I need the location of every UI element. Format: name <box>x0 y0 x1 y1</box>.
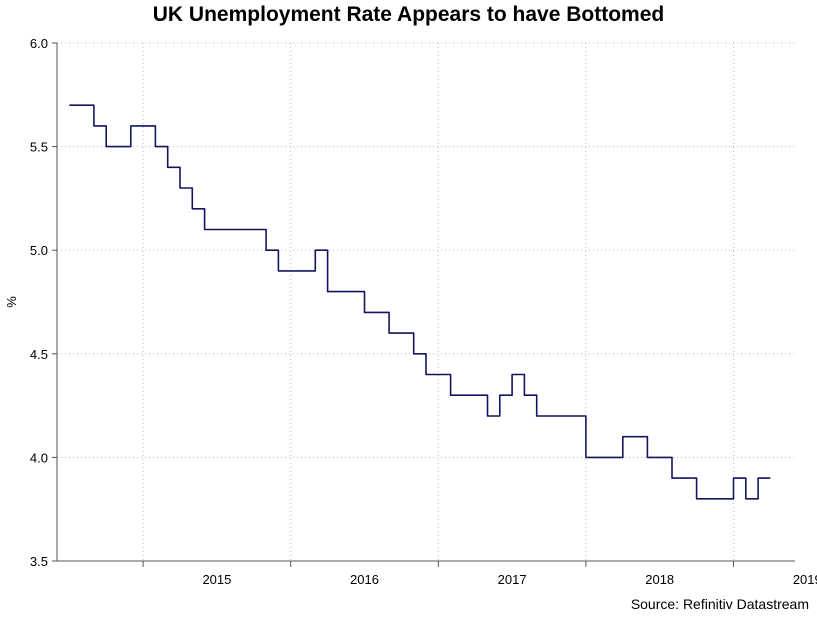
tick-labels: 6.0 5.5 5.0 4.5 4.0 3.5 2015 2016 2017 2018 2019% <box>4 36 817 587</box>
y-tick-label: 5.0 <box>30 243 48 258</box>
grid-lines <box>57 42 795 561</box>
y-tick-label: 6.0 <box>30 36 48 51</box>
x-tick-label: 2015 <box>202 572 231 587</box>
y-tick-label: 4.0 <box>30 450 48 465</box>
x-tick-label: 2017 <box>498 572 527 587</box>
source-note: Source: Refinitiv Datastream <box>630 596 809 612</box>
x-tick-label: 2018 <box>645 572 674 587</box>
x-tick-label: 2019 <box>793 572 817 587</box>
series-layer <box>69 104 771 500</box>
chart-title: UK Unemployment Rate Appears to have Bot… <box>152 3 665 26</box>
y-tick-label: 4.5 <box>30 347 48 362</box>
y-axis-label: % <box>4 296 19 308</box>
axes <box>52 42 795 567</box>
series-line <box>69 104 771 500</box>
x-tick-label: 2016 <box>350 572 379 587</box>
y-tick-label: 3.5 <box>30 554 48 569</box>
y-tick-label: 5.5 <box>30 140 48 155</box>
